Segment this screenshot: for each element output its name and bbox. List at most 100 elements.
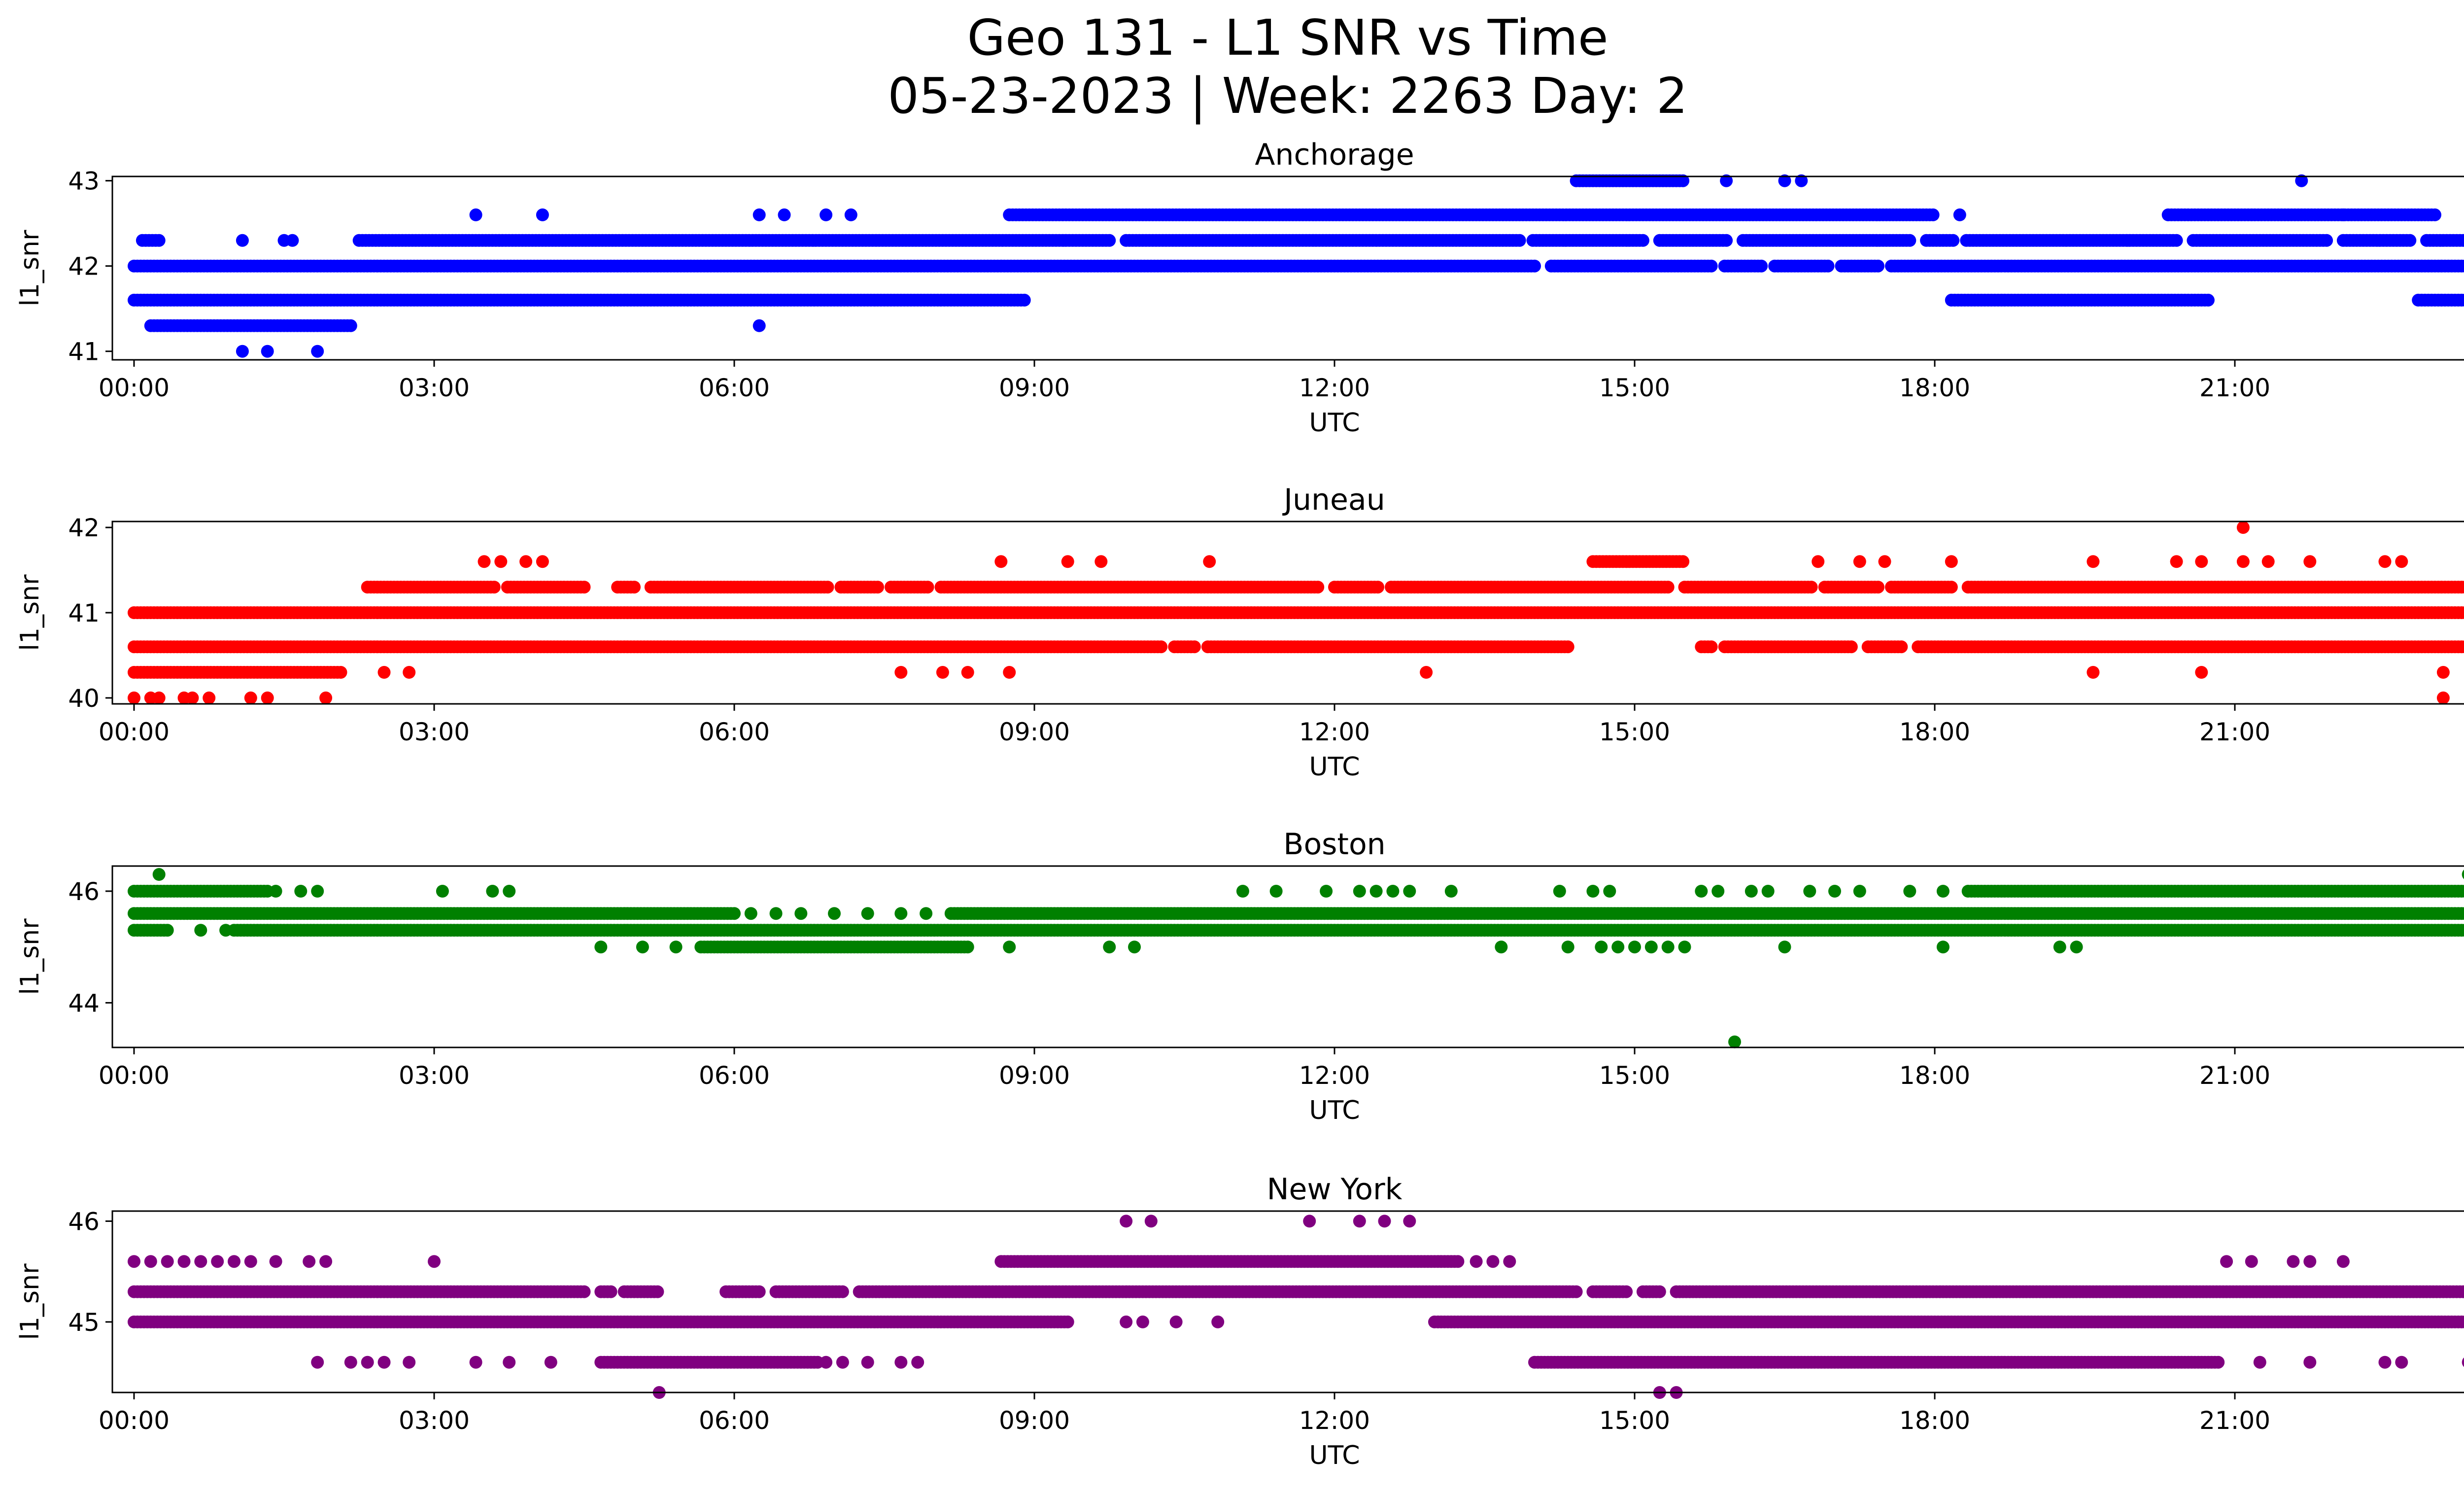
data-point xyxy=(2436,666,2450,679)
data-point xyxy=(2195,555,2208,568)
data-point xyxy=(2303,555,2317,568)
x-tick-label: 06:00 xyxy=(699,718,770,746)
data-point xyxy=(2201,293,2215,307)
data-point xyxy=(2403,234,2417,247)
data-point xyxy=(494,555,508,568)
data-point xyxy=(2378,555,2392,568)
data-point xyxy=(578,581,591,594)
data-point xyxy=(2236,555,2250,568)
data-point xyxy=(728,907,741,920)
data-point xyxy=(1371,581,1384,594)
data-point xyxy=(1661,581,1675,594)
data-point xyxy=(1018,293,1031,307)
data-point xyxy=(1677,555,1690,568)
data-point xyxy=(2436,691,2450,704)
data-point xyxy=(2336,208,2350,221)
x-tick-label: 03:00 xyxy=(399,374,470,402)
data-point xyxy=(487,581,501,594)
data-point xyxy=(961,666,974,679)
data-points xyxy=(128,521,2464,704)
figure-title-line-1: Geo 131 - L1 SNR vs Time xyxy=(967,9,1608,67)
y-tick-label: 42 xyxy=(68,252,100,281)
data-point xyxy=(871,581,884,594)
data-point xyxy=(1095,555,1108,568)
data-point xyxy=(536,555,549,568)
data-point xyxy=(1513,234,1526,247)
data-point xyxy=(2236,521,2250,534)
data-point xyxy=(921,581,934,594)
x-tick-label: 00:00 xyxy=(99,718,170,746)
data-point xyxy=(1812,555,1825,568)
data-point xyxy=(236,234,249,247)
data-point xyxy=(1528,259,1541,273)
data-point xyxy=(753,208,766,221)
data-point xyxy=(1720,234,1733,247)
data-point xyxy=(1561,640,1574,654)
x-tick-label: 15:00 xyxy=(1599,374,1670,402)
data-point xyxy=(519,555,533,568)
data-point xyxy=(311,345,324,358)
data-point xyxy=(1003,666,1016,679)
panel-title: Boston xyxy=(1283,827,1385,862)
data-point xyxy=(1947,234,1960,247)
data-point xyxy=(1705,259,1718,273)
y-tick-label: 42 xyxy=(68,514,100,542)
data-point xyxy=(1061,555,1074,568)
data-point xyxy=(469,208,482,221)
data-point xyxy=(1420,666,1433,679)
data-point xyxy=(1945,555,1958,568)
data-point xyxy=(319,691,333,704)
data-point xyxy=(1155,640,1168,654)
figure-title: Geo 131 - L1 SNR vs Time 05-23-2023 | We… xyxy=(0,9,2464,125)
x-tick-label: 09:00 xyxy=(999,374,1070,402)
data-point xyxy=(753,319,766,332)
data-point xyxy=(844,208,857,221)
data-point xyxy=(2395,555,2408,568)
data-points xyxy=(128,868,2464,1048)
x-tick-label: 03:00 xyxy=(399,718,470,746)
data-point xyxy=(936,666,949,679)
x-tick-label: 18:00 xyxy=(1899,374,1970,402)
data-point xyxy=(1805,581,1818,594)
data-point xyxy=(821,581,834,594)
data-point xyxy=(286,234,299,247)
data-point xyxy=(1895,640,1908,654)
data-point xyxy=(2429,208,2441,221)
data-point xyxy=(244,691,257,704)
data-point xyxy=(186,691,199,704)
y-tick-label: 41 xyxy=(68,599,100,627)
x-tick-label: 12:00 xyxy=(1299,718,1370,746)
data-point xyxy=(2195,666,2208,679)
data-point xyxy=(1903,234,1916,247)
x-tick-label: 15:00 xyxy=(1599,718,1670,746)
data-point xyxy=(1821,259,1835,273)
data-point xyxy=(128,691,140,704)
data-point xyxy=(334,666,347,679)
data-point xyxy=(628,581,641,594)
data-point xyxy=(1203,555,1216,568)
data-point xyxy=(2460,234,2464,246)
data-point xyxy=(403,666,416,679)
x-tick-label: 06:00 xyxy=(699,374,770,402)
data-point xyxy=(261,691,274,704)
data-point xyxy=(1311,581,1325,594)
data-point xyxy=(994,555,1008,568)
data-point xyxy=(1853,555,1866,568)
data-point xyxy=(152,691,166,704)
x-tick-label: 09:00 xyxy=(999,718,1070,746)
data-point xyxy=(2320,234,2333,247)
data-point xyxy=(478,555,491,568)
data-point xyxy=(820,208,833,221)
x-tick-label: 21:00 xyxy=(2199,718,2270,746)
data-point xyxy=(1636,234,1649,247)
data-point xyxy=(1878,555,1891,568)
data-point xyxy=(1705,640,1718,654)
data-point xyxy=(2087,666,2100,679)
y-tick-label: 41 xyxy=(68,338,100,366)
data-point xyxy=(894,666,908,679)
data-point xyxy=(2170,555,2183,568)
